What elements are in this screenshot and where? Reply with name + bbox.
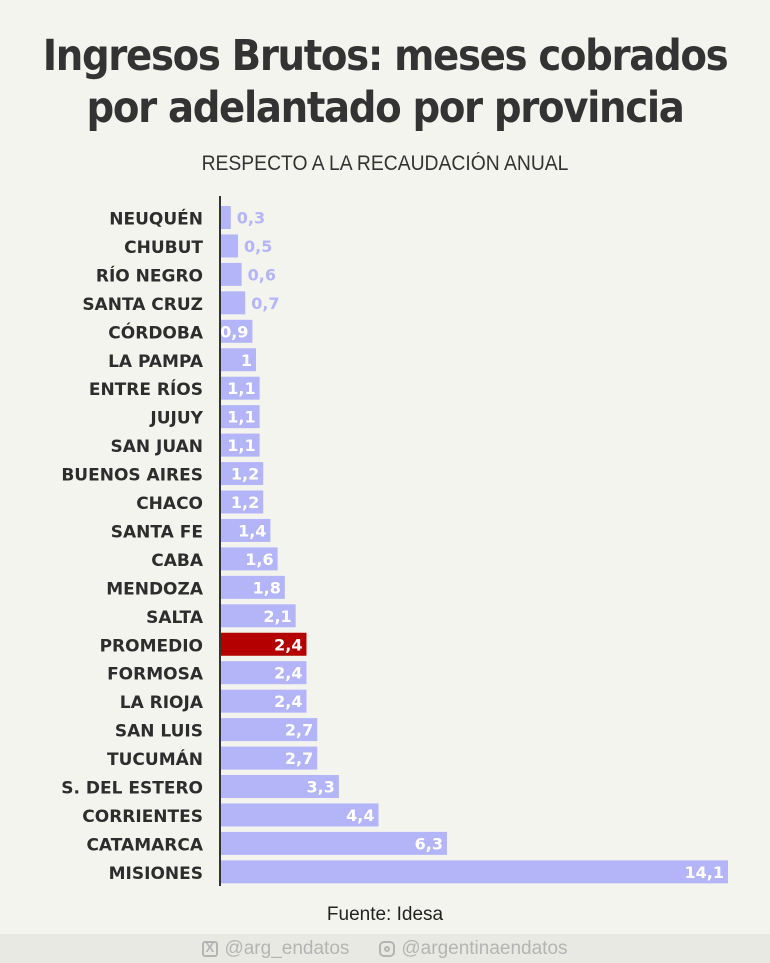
data-label: 2,7: [285, 749, 313, 768]
title-line-2: por adelantado por provincia: [86, 83, 684, 133]
chart-subtitle: RESPECTO A LA RECAUDACIÓN ANUAL: [201, 152, 569, 175]
bar: [220, 348, 257, 372]
data-label: 1,1: [227, 408, 255, 427]
bar: [220, 376, 260, 400]
bar: [220, 262, 242, 286]
bar: [220, 433, 260, 457]
bar: [220, 462, 264, 486]
category-label: MISIONES: [109, 864, 203, 884]
x-logo-icon: [202, 940, 219, 957]
category-label: SANTA FE: [111, 522, 203, 542]
bar: [220, 775, 339, 798]
bar: [220, 490, 264, 514]
data-label: 0,3: [237, 209, 265, 228]
x-handle[interactable]: @arg_endatos: [202, 938, 349, 960]
data-label: 0,5: [244, 237, 272, 256]
bar: [220, 234, 239, 258]
data-label: 1,1: [227, 436, 255, 455]
title-line-1: Ingresos Brutos: meses cobrados: [42, 31, 729, 81]
data-label: 0,6: [248, 265, 276, 284]
category-label: CORRIENTES: [82, 807, 203, 827]
category-label: NEUQUÉN: [109, 208, 203, 230]
instagram-handle-text: @argentinaendatos: [401, 937, 568, 959]
bar: [220, 860, 728, 884]
data-label: 6,3: [415, 834, 443, 853]
data-label: 1,2: [231, 465, 259, 484]
data-label: 4,4: [346, 806, 374, 825]
bar: [220, 632, 307, 656]
bar: [220, 319, 253, 343]
data-label: 0,9: [220, 322, 248, 341]
category-label: CATAMARCA: [86, 835, 203, 855]
category-label: CHUBUT: [124, 238, 203, 258]
bar: [220, 604, 296, 628]
data-label: 1: [241, 351, 252, 370]
category-label: LA RIOJA: [120, 693, 204, 713]
data-label: 2,1: [263, 607, 291, 626]
bar: [220, 661, 307, 685]
category-label: CÓRDOBA: [108, 321, 204, 343]
category-label: FORMOSA: [107, 665, 204, 685]
footer-bar: @arg_endatos @argentinaendatos: [0, 934, 770, 963]
data-label: 1,8: [253, 578, 281, 597]
category-label: LA PAMPA: [108, 352, 204, 372]
category-label: ENTRE RÍOS: [89, 378, 203, 400]
instagram-handle[interactable]: @argentinaendatos: [379, 937, 568, 960]
bar: [220, 718, 318, 742]
bar: [220, 803, 379, 827]
category-label: CABA: [151, 551, 204, 571]
category-label: SALTA: [146, 608, 204, 628]
data-label: 14,1: [685, 863, 724, 882]
data-label: 3,3: [307, 778, 335, 797]
data-label: 2,4: [274, 692, 302, 711]
data-label: 1,2: [231, 493, 259, 512]
bar: [220, 206, 231, 229]
category-label: BUENOS AIRES: [61, 466, 203, 486]
bar: [220, 291, 246, 315]
category-label: JUJUY: [149, 409, 203, 429]
data-label: 1,1: [227, 379, 255, 398]
category-label: PROMEDIO: [100, 636, 203, 656]
category-label: TUCUMÁN: [107, 748, 203, 770]
bar: [220, 547, 278, 571]
bar: [220, 405, 260, 429]
category-label: SANTA CRUZ: [82, 295, 203, 315]
data-label: 1,4: [238, 521, 266, 540]
bar-chart: NEUQUÉN 0,3 CHUBUT 0,5 RÍO NEGRO 0,6 SANTA CRU…: [61, 196, 728, 886]
category-label: MENDOZA: [106, 579, 204, 599]
x-handle-text: @arg_endatos: [224, 937, 350, 959]
bar: [220, 831, 447, 855]
bar: [220, 746, 318, 770]
bar: [220, 518, 271, 542]
chart-title: Ingresos Brutos: meses cobrados por adel…: [39, 30, 732, 134]
category-label: SAN JUAN: [110, 437, 203, 457]
bar: [220, 575, 285, 599]
data-label: 2,4: [274, 664, 302, 683]
category-label: SAN LUIS: [115, 722, 203, 742]
instagram-icon: [379, 940, 396, 957]
data-label: 2,7: [285, 721, 313, 740]
bar: [220, 689, 307, 713]
category-label: CHACO: [136, 494, 203, 514]
data-label: 1,6: [245, 550, 273, 569]
category-label: RÍO NEGRO: [96, 264, 203, 286]
data-label: 0,7: [251, 294, 279, 313]
category-label: S. DEL ESTERO: [61, 779, 203, 799]
data-label: 2,4: [274, 635, 302, 654]
source-note: Fuente: Idesa: [326, 904, 444, 925]
